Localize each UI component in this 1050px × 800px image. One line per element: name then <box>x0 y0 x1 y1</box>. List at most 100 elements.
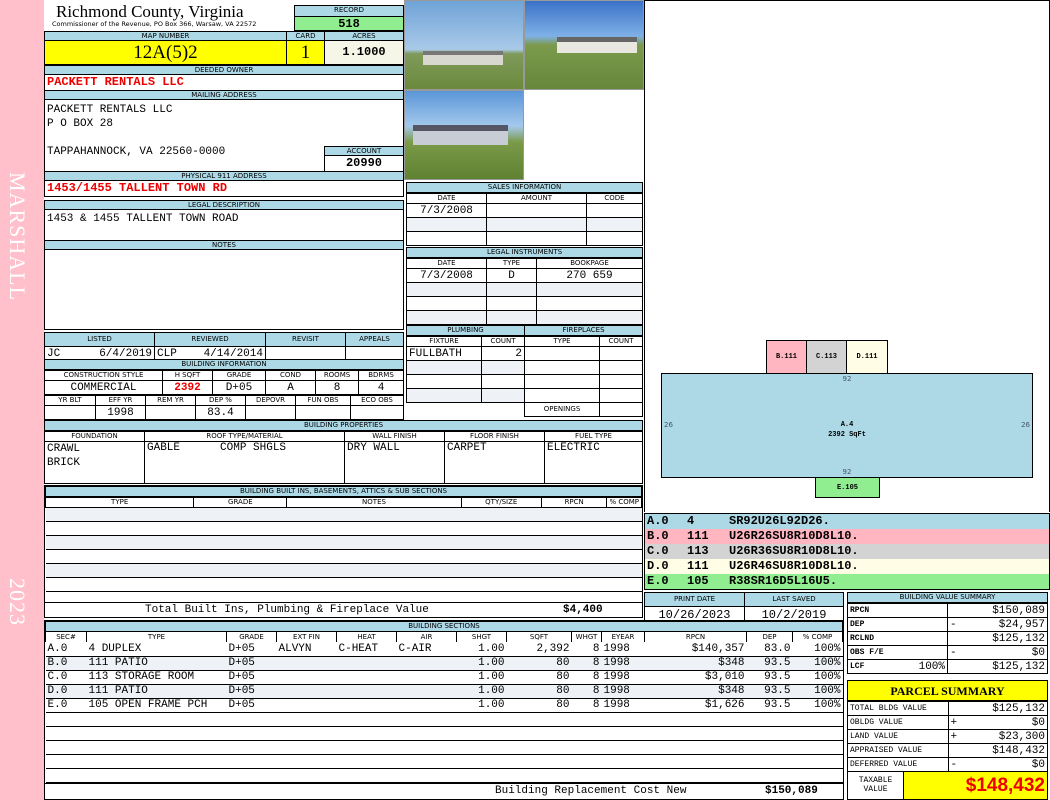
sales-information: SALES INFORMATION DATE AMOUNT CODE 7/3/2008 <box>406 182 643 246</box>
table-row[interactable]: E.0 105 OPEN FRAME PCH D+05 1.00 80 8 1998 $1,6… <box>45 698 843 713</box>
table-row[interactable] <box>406 217 643 232</box>
empty-cell <box>571 712 602 727</box>
sketch-section-d[interactable]: D.111 <box>846 340 888 374</box>
table-cell: $1,626 <box>644 698 747 713</box>
table-row[interactable]: 1998 83.4 <box>44 405 404 420</box>
physical-address: 1453/1455 TALLENT TOWN RD <box>44 180 404 197</box>
table-cell: 100% <box>792 642 843 657</box>
property-photo-1[interactable] <box>404 0 524 90</box>
empty-cell <box>506 726 572 741</box>
year-label: 2023 <box>5 578 30 626</box>
table-row[interactable]: A.0 4 DUPLEX D+05 ALVYN C-HEAT C-AIR 1.00 2,39… <box>45 642 843 657</box>
table-row[interactable]: D.0 111 PATIO D+05 1.00 80 8 1998 $348 93.5 100% <box>45 684 843 699</box>
table-cell: 83.4 <box>195 405 246 420</box>
table-row[interactable] <box>406 360 525 375</box>
column-header: TYPE <box>524 336 600 347</box>
building-value-summary: BUILDING VALUE SUMMARY RPCN $150,089 DEP - $… <box>847 592 1048 674</box>
empty-cell <box>792 754 843 769</box>
sketch-section-c[interactable]: C.113 <box>806 340 847 374</box>
table-row[interactable]: B.0 111 PATIO D+05 1.00 80 8 1998 $348 93.5 100% <box>45 656 843 671</box>
empty-cell <box>571 740 602 755</box>
builtins-total-value: $4,400 <box>563 604 603 616</box>
empty-cell <box>336 754 397 769</box>
property-photo-3[interactable] <box>404 90 524 180</box>
table-row[interactable] <box>406 388 525 403</box>
empty-cell <box>601 740 645 755</box>
column-header: ROOMS <box>315 370 359 381</box>
column-header: BOOKPAGE <box>536 258 643 269</box>
revisit-header: REVISIT <box>265 332 346 347</box>
dim-top: 92 <box>842 375 852 383</box>
foundation-2: BRICK <box>47 457 81 469</box>
property-photo-2[interactable] <box>524 0 644 90</box>
parcel-value: $148,432 <box>947 743 1047 758</box>
parcel-label: LAND VALUE <box>848 729 949 744</box>
table-row[interactable] <box>406 282 643 297</box>
table-row[interactable] <box>406 296 643 311</box>
empty-cell <box>606 507 642 522</box>
empty-cell <box>286 549 462 564</box>
legend-vectors: U26R26SU8R10D8L10. <box>729 529 859 543</box>
table-cell <box>406 310 487 325</box>
summary-value: $125,132 <box>947 631 1048 646</box>
table-row[interactable] <box>406 310 643 325</box>
sketch-section-b[interactable]: B.111 <box>766 340 807 374</box>
empty-cell <box>644 726 747 741</box>
empty-row <box>524 374 643 389</box>
empty-cell <box>571 726 602 741</box>
table-cell: 105 OPEN FRAME PCH <box>86 698 227 713</box>
empty-cell <box>276 712 337 727</box>
legend-code: 113 <box>687 544 709 558</box>
instruments-label: LEGAL INSTRUMENTS <box>406 247 643 258</box>
table-cell <box>406 282 487 297</box>
table-cell <box>406 360 482 375</box>
sidebar: MARSHALL 2023 <box>0 0 44 800</box>
builtins-total-label: Total Built Ins, Plumbing & Fireplace Va… <box>145 604 429 616</box>
sketch-area[interactable]: B.111 C.113 D.111 92 92 26 26 A.4 2392 S… <box>644 0 1050 512</box>
table-cell: 1998 <box>601 642 645 657</box>
sketch-section-a[interactable]: 92 92 26 26 A.4 2392 SqFt <box>661 373 1033 478</box>
listing-block: LISTED REVIEWED REVISIT APPEALS JC 6/4/2019 C… <box>44 332 404 361</box>
empty-row <box>45 726 843 741</box>
empty-cell <box>606 549 642 564</box>
table-cell: 83.0 <box>746 642 793 657</box>
table-row[interactable] <box>406 231 643 246</box>
mailing-line2: P O BOX 28 <box>47 118 114 130</box>
column-header: DEPOVR <box>245 395 296 406</box>
empty-cell <box>396 726 457 741</box>
legend-section: A.0 <box>647 514 669 528</box>
builtins-label: BUILDING BUILT INS, BASEMENTS, ATTICS & … <box>45 486 642 497</box>
table-row[interactable]: COMMERCIAL 2392 D+05 A 8 4 <box>44 380 404 395</box>
table-cell: 4 <box>358 380 404 395</box>
table-row[interactable] <box>406 374 525 389</box>
table-row[interactable]: FULLBATH 2 <box>406 346 525 361</box>
sketch-legend: A.0 4 SR92U26L92D26. B.0 111 U26R26SU8R10D8L1… <box>644 513 1050 590</box>
empty-cell <box>45 507 194 522</box>
empty-cell <box>571 768 602 783</box>
empty-cell <box>276 726 337 741</box>
taxable-value: $148,432 <box>904 772 1047 799</box>
table-row[interactable]: C.0 113 STORAGE ROOM D+05 1.00 80 8 1998 $3,010… <box>45 670 843 685</box>
table-cell <box>486 310 537 325</box>
table-cell: $140,357 <box>644 642 747 657</box>
legend-row: E.0 105 R38SR16D5L16U5. <box>645 574 1049 589</box>
notes-field[interactable] <box>44 249 404 330</box>
empty-cell <box>286 563 462 578</box>
empty-cell <box>396 754 457 769</box>
appeals-header: APPEALS <box>345 332 404 347</box>
table-cell: 100% <box>792 684 843 699</box>
table-row[interactable]: 7/3/2008 D 270 659 <box>406 268 643 283</box>
table-row[interactable]: 7/3/2008 <box>406 203 643 218</box>
column-header: DEP % <box>195 395 246 406</box>
value-summary-row: RPCN $150,089 <box>847 603 1048 618</box>
empty-cell <box>456 754 507 769</box>
parcel-label: APPRAISED VALUE <box>848 743 949 758</box>
empty-cell <box>606 563 642 578</box>
sketch-section-e[interactable]: E.105 <box>815 477 880 498</box>
empty-row <box>524 360 643 375</box>
empty-cell <box>86 768 227 783</box>
listed-by: JC <box>47 347 61 360</box>
table-cell: 2392 <box>162 380 213 395</box>
table-cell: 8 <box>571 656 602 671</box>
legend-code: 111 <box>687 529 709 543</box>
